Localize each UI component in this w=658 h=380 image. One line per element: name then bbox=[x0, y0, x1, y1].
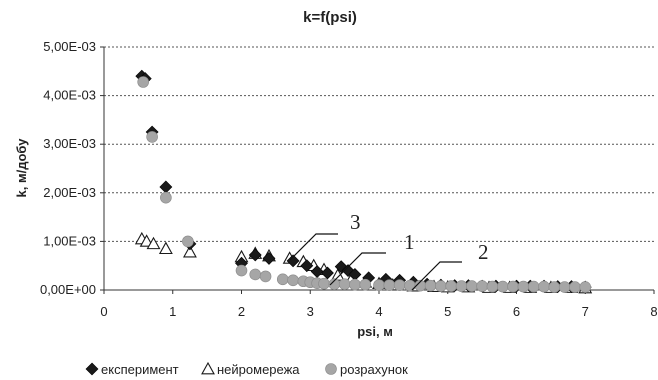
data-point bbox=[321, 266, 334, 280]
y-tick-label: 0,00E+00 bbox=[40, 282, 96, 297]
data-point bbox=[373, 279, 385, 291]
legend-label: нейромережа bbox=[217, 362, 300, 377]
y-tick-label: 1,00E-03 bbox=[43, 233, 96, 248]
data-point bbox=[349, 278, 361, 291]
data-point bbox=[496, 280, 509, 293]
data-point bbox=[517, 280, 530, 293]
x-tick-labels: 0 1 2 3 4 5 6 7 8 bbox=[100, 304, 657, 319]
x-tick-label: 6 bbox=[513, 304, 520, 319]
legend-marker bbox=[85, 362, 99, 376]
y-tick-label: 2,00E-03 bbox=[43, 185, 96, 200]
data-point bbox=[476, 280, 488, 292]
data-point bbox=[579, 281, 592, 293]
y-tick-label: 4,00E-03 bbox=[43, 88, 96, 103]
data-point bbox=[445, 280, 457, 292]
data-point bbox=[486, 280, 499, 293]
data-point bbox=[455, 280, 468, 292]
callout-line bbox=[411, 261, 462, 291]
data-point bbox=[159, 180, 173, 194]
legend-marker bbox=[325, 363, 337, 375]
data-point bbox=[404, 279, 416, 292]
data-point bbox=[393, 279, 406, 291]
x-tick-label: 2 bbox=[238, 304, 245, 319]
data-point bbox=[300, 259, 314, 273]
data-point bbox=[146, 236, 161, 250]
data-point bbox=[287, 274, 299, 287]
data-point bbox=[286, 254, 300, 268]
series-diamond bbox=[135, 69, 592, 294]
legend-marker bbox=[201, 361, 215, 375]
data-point bbox=[424, 279, 437, 292]
data-point bbox=[507, 280, 519, 293]
data-point bbox=[139, 234, 154, 247]
legend-item: експеримент bbox=[85, 362, 179, 377]
data-point bbox=[262, 251, 276, 265]
data-point bbox=[182, 235, 194, 248]
x-tick-label: 4 bbox=[375, 304, 382, 319]
x-tick-label: 0 bbox=[100, 304, 107, 319]
data-point bbox=[146, 131, 158, 143]
data-point bbox=[527, 280, 540, 293]
y-tick-label: 3,00E-03 bbox=[43, 136, 96, 151]
legend-label: експеримент bbox=[101, 362, 179, 377]
callouts: 3 1 2 bbox=[289, 210, 489, 291]
data-point bbox=[538, 280, 550, 293]
data-point bbox=[383, 279, 396, 291]
callout-label: 3 bbox=[350, 210, 361, 234]
data-point bbox=[558, 281, 571, 293]
y-axis-title: k, м/добу bbox=[14, 138, 29, 198]
x-tick-label: 5 bbox=[444, 304, 451, 319]
x-tick-label: 3 bbox=[307, 304, 314, 319]
x-axis-title: psi, м bbox=[357, 324, 393, 339]
callout-label: 1 bbox=[404, 230, 415, 254]
legend: експеримент нейромережа розрахунок bbox=[85, 361, 408, 377]
data-point bbox=[259, 270, 272, 283]
data-point bbox=[435, 280, 447, 292]
data-point bbox=[160, 191, 172, 204]
data-point bbox=[183, 244, 197, 258]
y-tick-labels: 0,00E+00 1,00E-03 2,00E-03 3,00E-03 4,00E-03… bbox=[40, 39, 96, 297]
x-tick-label: 8 bbox=[650, 304, 657, 319]
data-point bbox=[276, 273, 289, 286]
y-tick-label: 5,00E-03 bbox=[43, 39, 96, 54]
chart-title: k=f(psi) bbox=[303, 9, 357, 26]
x-tick-label: 7 bbox=[582, 304, 589, 319]
data-point bbox=[548, 281, 561, 293]
series-layer bbox=[134, 69, 593, 294]
data-point bbox=[248, 248, 262, 262]
data-point bbox=[569, 281, 581, 293]
data-point bbox=[318, 277, 330, 290]
data-point bbox=[235, 264, 248, 277]
grid bbox=[104, 46, 654, 242]
axes bbox=[100, 46, 655, 294]
callout-line bbox=[329, 252, 386, 286]
data-point bbox=[466, 280, 478, 292]
data-point bbox=[359, 278, 372, 291]
legend-item: нейромережа bbox=[201, 361, 300, 377]
data-point bbox=[158, 241, 173, 255]
data-point bbox=[137, 76, 149, 88]
legend-item: розрахунок bbox=[325, 362, 408, 377]
callout-line bbox=[289, 233, 338, 261]
series-circle bbox=[137, 76, 592, 293]
x-tick-label: 1 bbox=[169, 304, 176, 319]
data-point bbox=[338, 278, 351, 290]
data-point bbox=[249, 268, 262, 281]
legend-label: розрахунок bbox=[340, 362, 408, 377]
callout-label: 2 bbox=[478, 240, 489, 264]
